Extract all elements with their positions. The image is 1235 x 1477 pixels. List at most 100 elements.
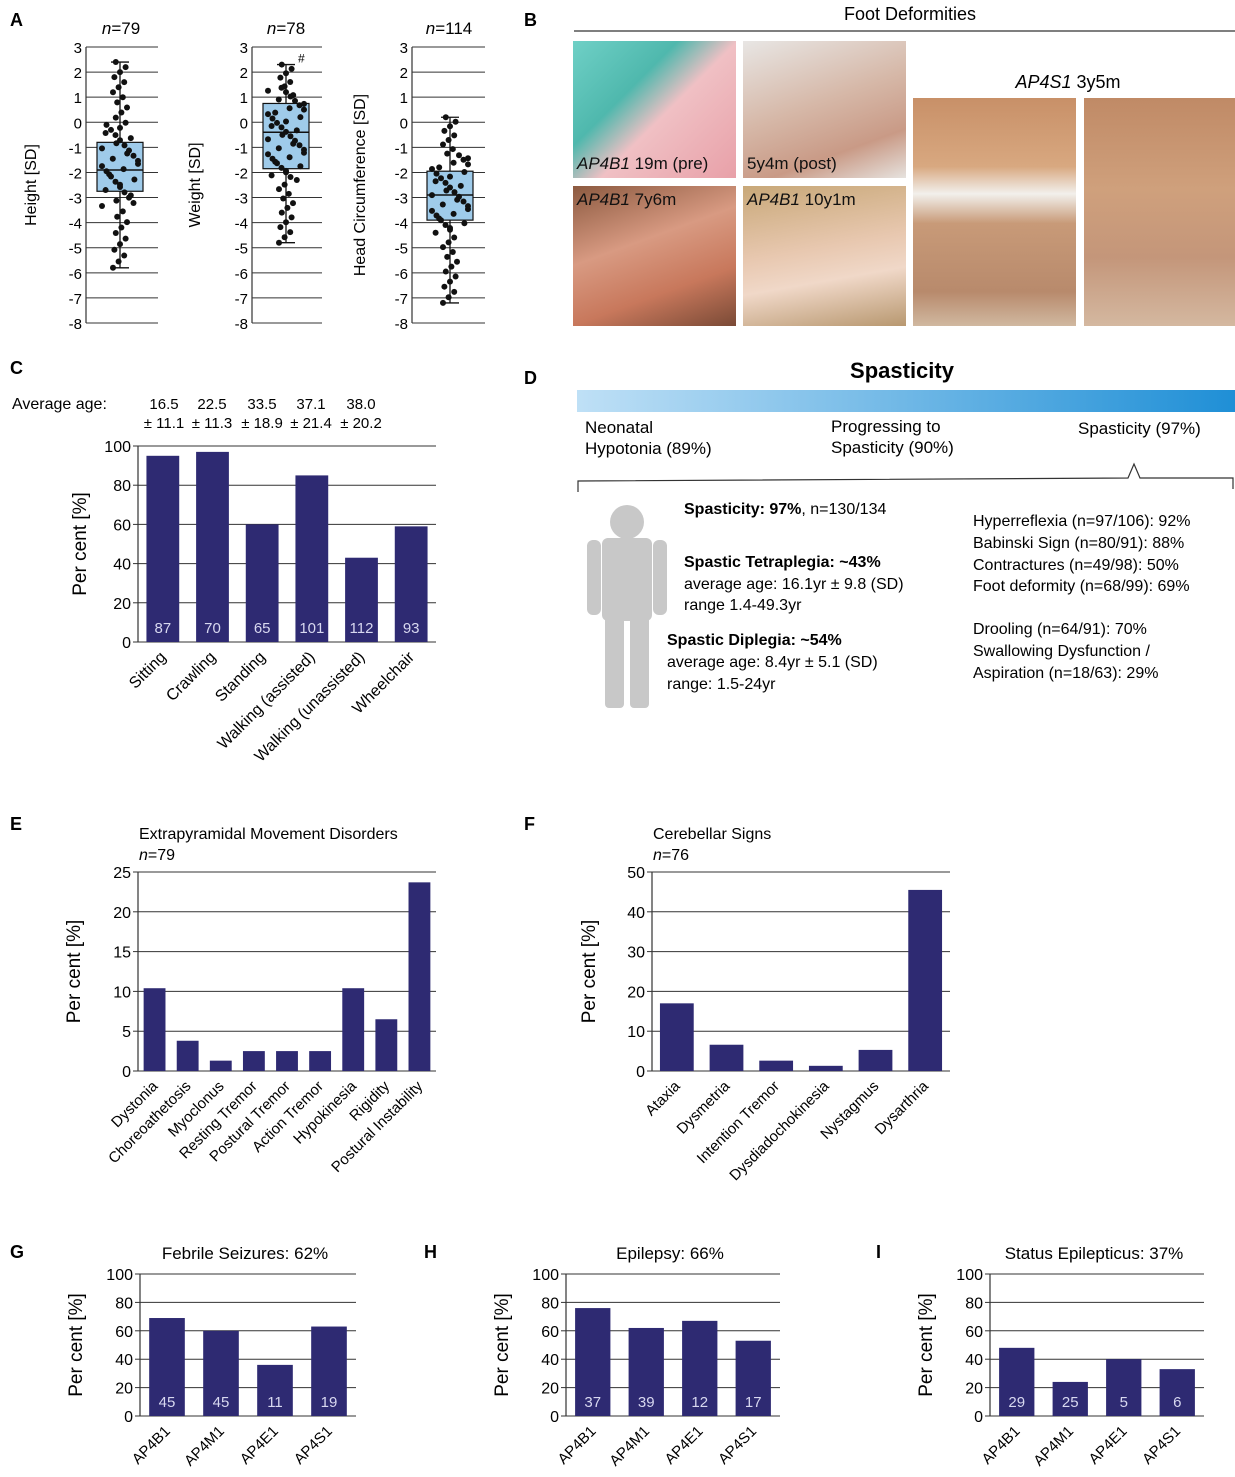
data-point bbox=[292, 137, 298, 144]
data-point bbox=[283, 167, 289, 174]
average-age-label: Average age: bbox=[12, 396, 107, 413]
data-point bbox=[461, 220, 468, 227]
stage-progressing: Progressing to Spasticity (90%) bbox=[831, 417, 954, 457]
data-point bbox=[444, 150, 451, 157]
human-figure-icon bbox=[587, 505, 667, 708]
data-point bbox=[440, 299, 446, 306]
data-point bbox=[287, 78, 294, 85]
data-point bbox=[269, 155, 276, 162]
bar-count-label: 45 bbox=[213, 1394, 230, 1411]
data-point bbox=[433, 170, 440, 177]
tetraplegia-age: average age: 16.1yr ± 9.8 (SD) bbox=[684, 576, 904, 593]
average-age-value: 37.1 bbox=[296, 396, 325, 413]
y-tick-label: 0 bbox=[122, 1064, 131, 1081]
data-point bbox=[111, 74, 118, 81]
spasticity-summary: Spasticity: 97%, n=130/134 bbox=[684, 501, 886, 518]
panel-letter-a: A bbox=[10, 10, 23, 30]
bar bbox=[209, 1060, 232, 1071]
data-point bbox=[265, 87, 271, 94]
data-point bbox=[450, 159, 457, 166]
data-point bbox=[103, 121, 110, 128]
y-tick-label: 60 bbox=[541, 1324, 559, 1341]
data-point bbox=[451, 234, 458, 241]
data-point bbox=[447, 225, 453, 232]
bar-count-label: 6 bbox=[1173, 1394, 1181, 1411]
average-age-value: 16.5 bbox=[149, 396, 178, 413]
bar bbox=[242, 1051, 265, 1071]
stage-neonatal: Neonatal Hypotonia (89%) bbox=[585, 418, 712, 458]
photo-caption: AP4B1 19m (pre) bbox=[577, 154, 709, 173]
photo-ap4b1-10y1m: AP4B1 10y1m bbox=[743, 186, 906, 326]
data-points bbox=[429, 114, 471, 306]
tetraplegia-range: range 1.4-49.3yr bbox=[684, 597, 802, 614]
y-axis-label: Per cent [%] bbox=[64, 920, 85, 1024]
y-tick-label: 80 bbox=[115, 1295, 133, 1312]
data-point bbox=[102, 129, 109, 136]
bar bbox=[176, 1040, 199, 1071]
y-tick-label: -7 bbox=[395, 291, 408, 308]
y-tick-label: -1 bbox=[69, 140, 82, 157]
data-point bbox=[265, 151, 271, 158]
data-point bbox=[277, 74, 284, 81]
sign-item: Hyperreflexia (n=97/106): 92% bbox=[973, 513, 1190, 530]
n-count-label: n=76 bbox=[653, 847, 689, 864]
data-point bbox=[440, 244, 446, 251]
y-tick-label: 20 bbox=[965, 1381, 983, 1398]
data-point bbox=[452, 273, 459, 280]
photo-ap4b1-7y6m: AP4B1 7y6m bbox=[573, 186, 736, 326]
y-tick-label: -6 bbox=[395, 266, 408, 283]
data-point bbox=[283, 219, 289, 226]
data-point bbox=[117, 69, 123, 76]
photo-5y4m-post: 5y4m (post) bbox=[743, 41, 906, 178]
data-point bbox=[454, 258, 460, 265]
data-point bbox=[281, 181, 288, 188]
data-point bbox=[276, 186, 282, 193]
bar-count-label: 112 bbox=[350, 620, 374, 637]
data-point bbox=[135, 157, 141, 164]
data-point bbox=[301, 100, 307, 107]
y-tick-label: 20 bbox=[541, 1381, 559, 1398]
data-point bbox=[122, 235, 129, 242]
data-point bbox=[121, 79, 128, 86]
chart-title: Cerebellar Signs bbox=[653, 826, 771, 843]
x-category-label: AP4B1 bbox=[555, 1423, 600, 1468]
data-point bbox=[110, 89, 116, 96]
y-axis-label: Per cent [%] bbox=[66, 1293, 87, 1397]
x-category-label: Sitting bbox=[126, 649, 169, 692]
y-tick-label: 3 bbox=[400, 40, 408, 57]
y-tick-label: 1 bbox=[240, 90, 248, 107]
chart-title: Febrile Seizures: 62% bbox=[162, 1244, 328, 1263]
data-point bbox=[296, 142, 303, 149]
panel-letter-d: D bbox=[524, 368, 537, 388]
bar-count-label: 70 bbox=[204, 620, 221, 637]
data-point bbox=[442, 268, 449, 275]
n-symbol: n bbox=[653, 847, 662, 864]
n-count-label: n=79 bbox=[102, 19, 140, 38]
data-point bbox=[112, 59, 119, 66]
data-point bbox=[130, 199, 137, 206]
y-tick-label: -1 bbox=[395, 140, 408, 157]
data-point bbox=[278, 164, 285, 171]
data-point bbox=[465, 155, 471, 162]
photo-caption: AP4B1 10y1m bbox=[747, 190, 856, 209]
average-age-value: 33.5 bbox=[247, 396, 276, 413]
x-category-label: Crawling bbox=[163, 649, 219, 705]
y-axis-label: Per cent [%] bbox=[70, 492, 91, 596]
data-point bbox=[301, 146, 307, 153]
x-category-label: AP4B1 bbox=[979, 1423, 1024, 1468]
x-category-label: AP4B1 bbox=[129, 1423, 174, 1468]
x-category-label: Ataxia bbox=[642, 1077, 684, 1119]
y-tick-label: 60 bbox=[965, 1324, 983, 1341]
data-point bbox=[275, 145, 282, 152]
average-age-sd: ± 11.3 bbox=[192, 415, 232, 432]
sign-item: Drooling (n=64/91): 70% bbox=[973, 621, 1147, 638]
data-point bbox=[110, 264, 116, 271]
x-category-label: AP4S1 bbox=[715, 1423, 760, 1468]
y-tick-label: -5 bbox=[69, 241, 82, 258]
y-tick-label: -2 bbox=[235, 165, 248, 182]
bar bbox=[203, 1330, 239, 1416]
bar bbox=[345, 557, 378, 642]
diplegia-title: Spastic Diplegia: ~54% bbox=[667, 632, 842, 649]
y-tick-label: 100 bbox=[106, 1267, 133, 1284]
